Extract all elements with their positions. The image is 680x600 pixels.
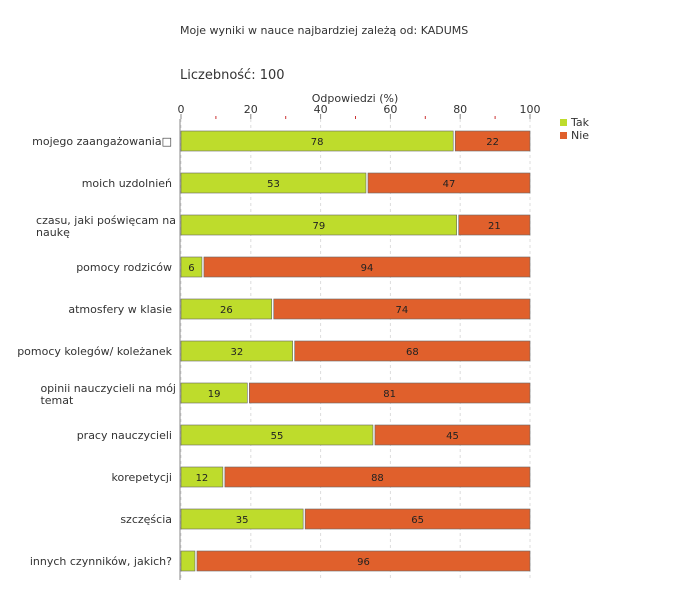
category-label: czasu, jaki poświęcam na naukę [36, 214, 176, 239]
x-tick-label: 40 [314, 103, 328, 116]
x-tick-label: 20 [244, 103, 258, 116]
data-label: 12 [196, 473, 209, 484]
category-label: pomocy kolegów/ koleżanek [17, 345, 172, 358]
data-label: 45 [446, 431, 459, 442]
x-axis-ticks: 0 20 40 60 80 100 [178, 103, 541, 119]
bar-tak [180, 508, 304, 530]
category-label-line: atmosfery w klasie [68, 303, 172, 316]
data-label: 88 [371, 473, 384, 484]
x-axis-title: Odpowiedzi (%) [312, 92, 399, 105]
x-tick-label: 0 [178, 103, 185, 116]
data-label: 6 [188, 263, 194, 274]
legend-swatch-nie [560, 132, 567, 139]
data-label: 19 [208, 389, 221, 400]
category-label-line: temat [40, 394, 74, 407]
count-value: 100 [260, 68, 285, 83]
data-label: 55 [271, 431, 284, 442]
bar-tak [180, 172, 367, 194]
bar-nie [203, 256, 531, 278]
bar-nie [294, 340, 531, 362]
category-label-line: czasu, jaki poświęcam na [36, 214, 176, 227]
bar-tak [180, 214, 458, 236]
bar-tak [180, 130, 454, 152]
category-label-line: mojego zaangażowania□ [32, 135, 172, 148]
data-label: 47 [443, 179, 456, 190]
bar-tak [180, 550, 196, 572]
category-label-line: innych czynników, jakich? [30, 555, 172, 568]
x-tick-label: 100 [520, 103, 541, 116]
data-label: 79 [312, 221, 325, 232]
category-label-line: pomocy rodziców [76, 261, 172, 274]
category-label: innych czynników, jakich? [30, 555, 172, 568]
bar-nie [374, 424, 531, 446]
category-label-line: pomocy kolegów/ koleżanek [17, 345, 172, 358]
category-labels: mojego zaangażowania□ moich uzdolnień czas… [17, 135, 176, 568]
x-tick-label: 80 [453, 103, 467, 116]
category-label-line: naukę [36, 226, 70, 239]
category-label: pracy nauczycieli [77, 429, 172, 442]
data-label: 81 [383, 389, 396, 400]
data-label: 78 [311, 137, 324, 148]
category-label-line: moich uzdolnień [82, 177, 172, 190]
category-label: atmosfery w klasie [68, 303, 172, 316]
chart-title: Moje wyniki w nauce najbardziej zależą o… [180, 24, 468, 37]
category-label: moich uzdolnień [82, 177, 172, 190]
category-label: mojego zaangażowania□ [32, 135, 172, 148]
bar-tak [180, 340, 293, 362]
data-label: 96 [357, 557, 370, 568]
bar-nie [196, 550, 531, 572]
data-label: 74 [396, 305, 409, 316]
data-label: 68 [406, 347, 419, 358]
bar-nie [367, 172, 531, 194]
bar-nie [249, 382, 531, 404]
category-label-line: opinii nauczycieli na mój [40, 382, 176, 395]
bar-nie [224, 466, 531, 488]
bar-nie [273, 298, 531, 320]
legend-label: Tak [570, 116, 590, 129]
data-label: 53 [267, 179, 280, 190]
category-label-line: szczęścia [120, 513, 172, 526]
data-label: 65 [411, 515, 424, 526]
data-label: 94 [361, 263, 374, 274]
bar-tak [180, 466, 224, 488]
bar-tak [180, 256, 203, 278]
x-tick-label: 60 [383, 103, 397, 116]
category-label: opinii nauczycieli na mój temat [40, 382, 176, 407]
bar-nie [458, 214, 531, 236]
legend-swatch-tak [560, 119, 567, 126]
count-label: Liczebność: 100 [180, 68, 285, 83]
category-label: pomocy rodziców [76, 261, 172, 274]
bar-tak [180, 298, 273, 320]
category-label: szczęścia [120, 513, 172, 526]
count-label-text: Liczebność: [180, 68, 256, 83]
category-label: korepetycji [112, 471, 173, 484]
bar-tak [180, 382, 248, 404]
data-label: 35 [236, 515, 249, 526]
legend-label: Nie [571, 129, 589, 142]
bar-tak [180, 424, 374, 446]
category-label-line: pracy nauczycieli [77, 429, 172, 442]
data-label: 32 [230, 347, 243, 358]
bar-nie [304, 508, 531, 530]
category-label-line: korepetycji [112, 471, 173, 484]
data-label: 26 [220, 305, 233, 316]
bar-nie [454, 130, 531, 152]
data-label: 21 [488, 221, 501, 232]
data-label: 22 [486, 137, 499, 148]
bars: 78 22 53 47 79 21 6 94 26 74 32 68 19 81 55 45 12 88 35 65 9… [180, 130, 531, 572]
